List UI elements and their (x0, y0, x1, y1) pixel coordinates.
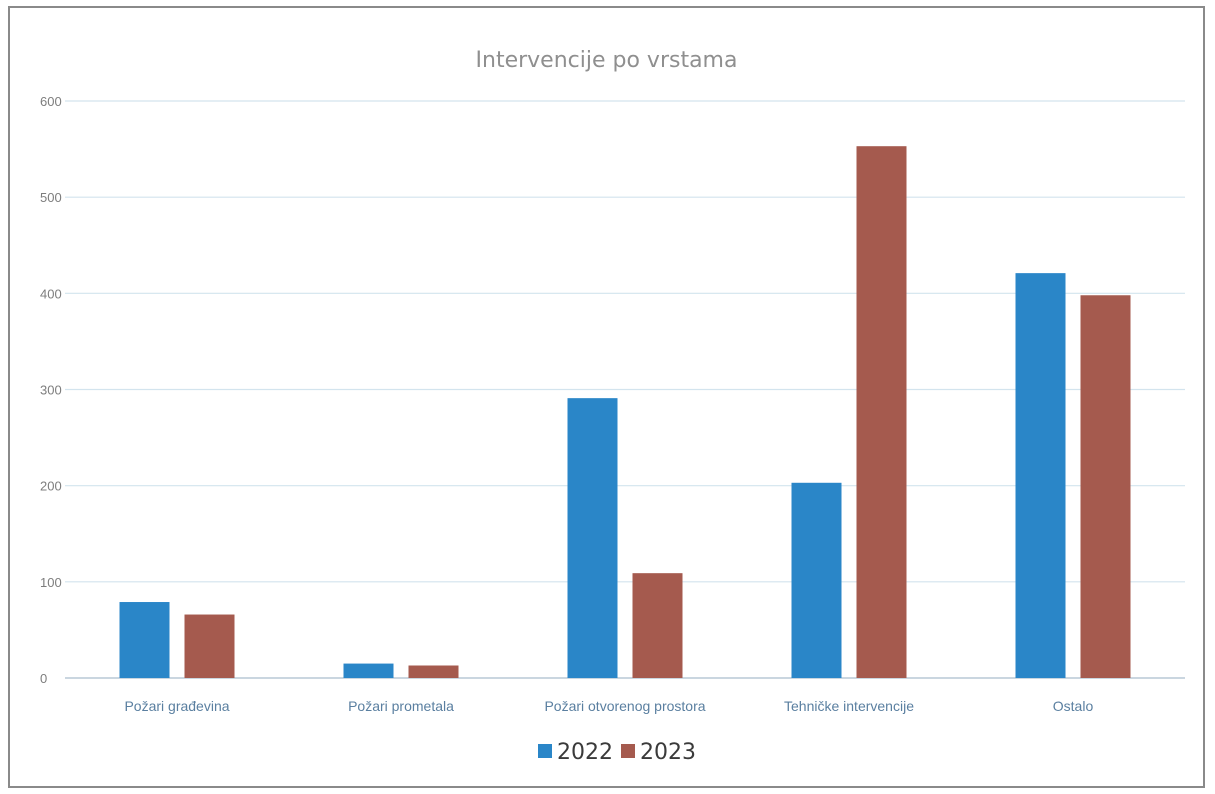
x-category-label: Požari otvorenog prostora (544, 698, 705, 714)
legend-label-2023: 2023 (640, 740, 696, 765)
x-category-label: Tehničke intervencije (784, 698, 914, 714)
bar-2023-2 (633, 573, 683, 678)
legend-label-2022: 2022 (557, 740, 613, 765)
bar-2022-3 (792, 483, 842, 678)
y-tick-label: 500 (40, 190, 62, 205)
x-category-label: Požari prometala (348, 698, 454, 714)
bar-2022-2 (568, 398, 618, 678)
x-category-label: Ostalo (1053, 698, 1094, 714)
chart-frame: Intervencije po vrstama 0 100 200 300 400 500… (8, 6, 1205, 788)
bar-2022-4 (1016, 273, 1066, 678)
bars (120, 146, 1131, 678)
y-tick-label: 300 (40, 383, 62, 398)
y-axis-ticks: 0 100 200 300 400 500 600 (40, 94, 62, 686)
legend-swatch-2022 (538, 744, 552, 758)
y-tick-label: 0 (40, 671, 47, 686)
chart-title: Intervencije po vrstama (476, 48, 738, 73)
bar-chart: Intervencije po vrstama 0 100 200 300 400 500… (10, 8, 1203, 786)
bar-2022-0 (120, 602, 170, 678)
legend: 2022 2023 (538, 740, 696, 765)
y-tick-label: 200 (40, 479, 62, 494)
bar-2023-4 (1081, 295, 1131, 678)
y-tick-label: 400 (40, 286, 62, 301)
bar-2023-1 (409, 665, 459, 678)
bar-2022-1 (344, 664, 394, 678)
bar-2023-3 (857, 146, 907, 678)
x-category-label: Požari građevina (124, 698, 229, 714)
y-tick-label: 600 (40, 94, 62, 109)
bar-2023-0 (185, 615, 235, 678)
x-axis-categories: Požari građevina Požari prometala Požari o… (124, 698, 1093, 714)
legend-swatch-2023 (621, 744, 635, 758)
y-tick-label: 100 (40, 575, 62, 590)
